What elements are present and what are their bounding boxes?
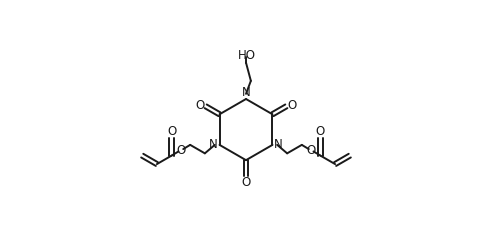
Text: N: N	[242, 86, 250, 99]
Text: O: O	[307, 144, 316, 157]
Text: O: O	[176, 144, 185, 157]
Text: O: O	[316, 125, 325, 139]
Text: N: N	[209, 138, 218, 151]
Text: HO: HO	[238, 49, 256, 62]
Text: O: O	[167, 125, 176, 139]
Text: O: O	[287, 99, 296, 112]
Text: O: O	[242, 176, 250, 189]
Text: N: N	[274, 138, 283, 151]
Text: O: O	[196, 99, 205, 112]
